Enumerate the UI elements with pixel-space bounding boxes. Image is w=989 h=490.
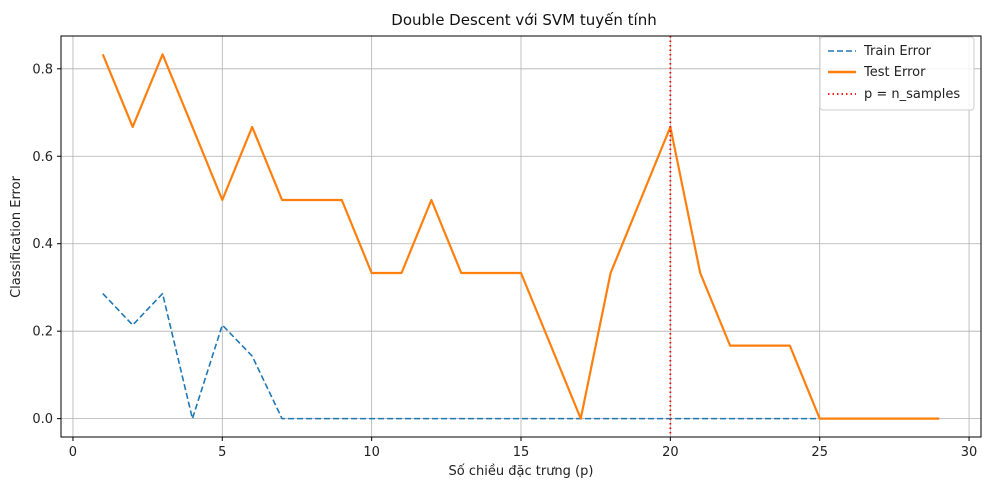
x-tick-label: 5 [218,445,226,460]
x-tick-label: 10 [363,445,380,460]
legend-label-train-error: Train Error [863,44,932,59]
y-tick-label: 0.4 [32,237,53,252]
plot-area [101,36,940,437]
chart-title: Double Descent với SVM tuyến tính [391,11,656,29]
x-tick-label: 25 [811,445,828,460]
y-axis-label: Classification Error [9,175,24,297]
y-tick-label: 0.0 [32,412,53,427]
x-tick-label: 20 [662,445,679,460]
y-tick-label: 0.8 [32,62,53,77]
x-tick-label: 15 [513,445,530,460]
legend: Train Error Test Error p = n_samples [819,36,975,111]
x-tick-label: 0 [69,445,77,460]
legend-label-test-error: Test Error [863,65,926,80]
x-tick-label: 30 [961,445,978,460]
x-axis: 0 5 10 15 20 25 30 [69,437,978,460]
series-line-test-error [101,53,940,420]
y-tick-label: 0.6 [32,150,53,165]
legend-box [819,36,975,111]
series-line-train-error [102,292,940,420]
grid [61,36,981,437]
y-axis: 0.0 0.2 0.4 0.6 0.8 [32,62,61,427]
y-tick-label: 0.2 [32,325,53,340]
legend-label-vline: p = n_samples [864,87,960,102]
x-axis-label: Số chiều đặc trưng (p) [449,464,594,479]
